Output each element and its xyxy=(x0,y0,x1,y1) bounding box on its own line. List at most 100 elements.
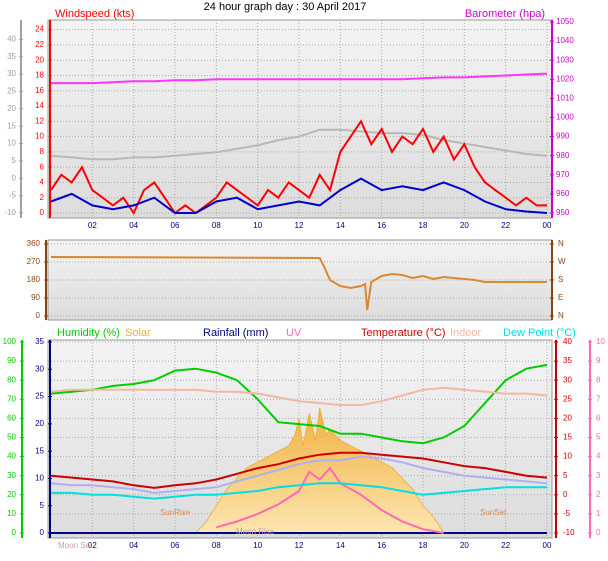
tick-label: 15 xyxy=(35,446,44,455)
x-tick-label: 20 xyxy=(460,541,469,550)
x-tick-label: 10 xyxy=(253,541,262,550)
tick-label: 4 xyxy=(40,178,45,187)
tick-label: 40 xyxy=(7,452,16,461)
x-tick-label: 04 xyxy=(129,541,138,550)
tick-label: 24 xyxy=(35,25,44,34)
tick-label: 22 xyxy=(35,40,44,49)
line xyxy=(50,256,547,311)
legend-entry: Dew Point (°C) xyxy=(503,327,576,339)
tick-label: 1010 xyxy=(556,94,574,103)
tick-label: 20 xyxy=(7,490,16,499)
tick-label: -10 xyxy=(563,528,575,537)
x-tick-label: 20 xyxy=(460,221,469,230)
tick-label: 50 xyxy=(7,433,16,442)
x-tick-label: 06 xyxy=(171,221,180,230)
tick-label: 0 xyxy=(12,173,17,182)
tick-label: 90 xyxy=(7,356,16,365)
tick-label: 12 xyxy=(35,116,44,125)
tick-label: 20 xyxy=(35,419,44,428)
y-label: Windspeed (kts) xyxy=(55,8,134,20)
x-tick-label: 12 xyxy=(295,221,304,230)
annotation: SunSet xyxy=(480,508,507,517)
tick-label: 9 xyxy=(596,356,601,365)
tick-label: 0 xyxy=(36,311,41,320)
line xyxy=(216,466,444,534)
tick-label: 990 xyxy=(556,132,570,141)
tick-label: 0 xyxy=(12,528,17,537)
line xyxy=(50,455,548,494)
tick-label: 6 xyxy=(596,414,601,423)
y2-label: Barometer (hpa) xyxy=(465,8,545,20)
tick-label: 1000 xyxy=(556,113,574,122)
tick-label: 20 xyxy=(35,55,44,64)
x-tick-label: 16 xyxy=(377,221,386,230)
tick-label: 360 xyxy=(27,239,41,248)
legend-entry: Indoor xyxy=(450,327,482,339)
tick-label: 30 xyxy=(7,69,16,78)
x-tick-label: 06 xyxy=(171,541,180,550)
annotation: Moon Set xyxy=(58,541,93,550)
tick-label: 960 xyxy=(556,189,570,198)
tick-label: 35 xyxy=(563,356,572,365)
tick-label: 8 xyxy=(40,147,45,156)
tick-label: 90 xyxy=(31,293,40,302)
tick-label: 25 xyxy=(35,392,44,401)
tick-label: N xyxy=(558,311,564,320)
tick-label: 6 xyxy=(40,162,45,171)
tick-label: 40 xyxy=(7,34,16,43)
tick-label: 10 xyxy=(35,132,44,141)
plot-area xyxy=(47,19,553,219)
line xyxy=(50,119,547,216)
x-tick-label: 08 xyxy=(212,541,221,550)
tick-label: 25 xyxy=(7,87,16,96)
area xyxy=(194,407,445,534)
tick-label: 1 xyxy=(596,509,601,518)
tick-label: 5 xyxy=(12,156,17,165)
tick-label: 3 xyxy=(596,471,601,480)
tick-label: -10 xyxy=(4,208,16,217)
tick-label: 2 xyxy=(40,193,45,202)
legend-entry: Rainfall (mm) xyxy=(203,327,268,339)
tick-label: 20 xyxy=(7,104,16,113)
legend-entry: UV xyxy=(286,327,302,339)
x-tick-label: 22 xyxy=(501,221,510,230)
tick-label: 7 xyxy=(596,394,601,403)
tick-label: W xyxy=(558,257,566,266)
tick-label: 10 xyxy=(35,474,44,483)
x-tick-label: 18 xyxy=(419,541,428,550)
x-tick-label: 10 xyxy=(253,221,262,230)
x-tick-label: 04 xyxy=(129,221,138,230)
tick-label: 80 xyxy=(7,375,16,384)
tick-label: 5 xyxy=(596,433,601,442)
x-tick-label: 02 xyxy=(88,221,97,230)
tick-label: S xyxy=(558,275,563,284)
tick-label: 5 xyxy=(563,471,568,480)
line xyxy=(50,363,548,445)
tick-label: 1030 xyxy=(556,55,574,64)
tick-label: 1020 xyxy=(556,74,574,83)
tick-label: 0 xyxy=(596,528,601,537)
tick-label: -5 xyxy=(9,191,17,200)
tick-label: 14 xyxy=(35,101,44,110)
tick-label: 10 xyxy=(7,509,16,518)
tick-label: E xyxy=(558,293,563,302)
tick-label: 10 xyxy=(563,452,572,461)
tick-label: 270 xyxy=(27,257,41,266)
x-tick-label: 00 xyxy=(543,541,552,550)
tick-label: 35 xyxy=(7,52,16,61)
x-tick-label: 14 xyxy=(336,541,345,550)
x-tick-label: 18 xyxy=(419,221,428,230)
x-tick-label: 08 xyxy=(212,221,221,230)
tick-label: 30 xyxy=(563,375,572,384)
tick-label: 15 xyxy=(563,433,572,442)
line xyxy=(51,482,547,500)
tick-label: 15 xyxy=(7,121,16,130)
legend-entry: Solar xyxy=(125,327,151,339)
tick-label: 30 xyxy=(35,364,44,373)
tick-label: -5 xyxy=(563,509,571,518)
tick-label: 0 xyxy=(40,208,45,217)
tick-label: 10 xyxy=(596,337,605,346)
x-tick-label: 16 xyxy=(377,541,386,550)
tick-label: 1050 xyxy=(556,17,574,26)
